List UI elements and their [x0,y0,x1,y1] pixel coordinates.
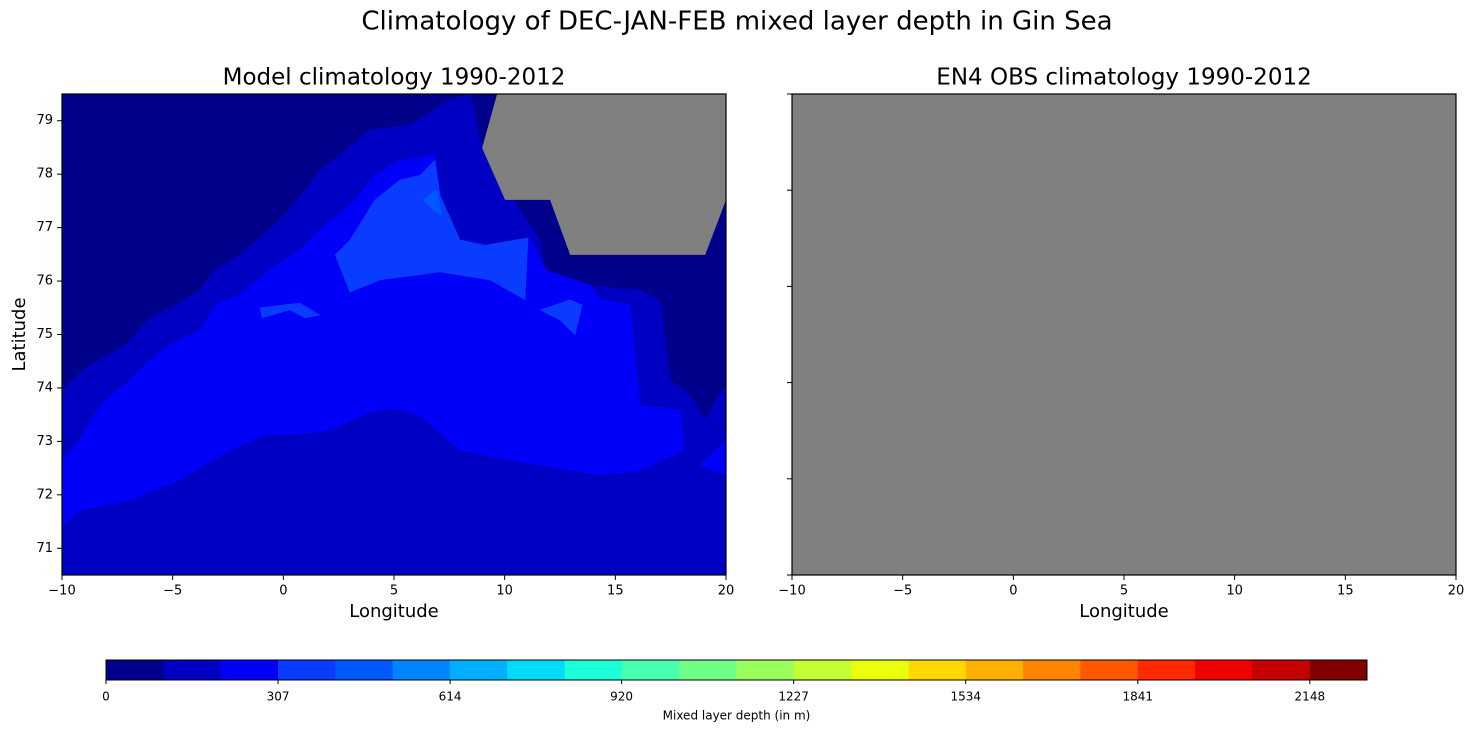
land-mask [792,94,1456,575]
x-tick-label: 15 [1337,584,1354,599]
colorbar-band [392,660,451,680]
colorbar-band [220,660,279,680]
colorbar-band [1309,660,1368,680]
colorbar-band [679,660,737,680]
plot-area [62,94,726,575]
contour-region [422,189,443,216]
x-axis-label: Longitude [349,601,439,622]
colorbar-band [507,660,566,680]
contour-region [334,159,529,301]
x-tick-label: 10 [1226,584,1243,599]
colorbar-band [1080,660,1139,680]
colorbar-tick-label: 0 [102,690,110,704]
colorbar-band [736,660,795,680]
x-tick-label: 5 [1120,584,1128,599]
x-tick-label: −10 [48,584,75,599]
y-tick-label: 71 [36,541,53,556]
x-tick-label: 10 [496,584,513,599]
colorbar-tick-label: 1841 [1123,690,1154,704]
contour-region [699,439,726,476]
colorbar-band [621,660,680,680]
colorbar-tick-label: 307 [267,690,290,704]
y-tick-label: 79 [36,113,53,128]
colorbar-band [277,660,336,680]
y-tick-label: 76 [36,274,53,289]
colorbar-band [1252,660,1311,680]
land-mask [482,94,726,255]
y-tick-label: 77 [36,220,53,235]
colorbar-band [965,660,1024,680]
colorbar-tick-label: 1227 [778,690,809,704]
plot-area [792,94,1456,575]
panel-title: Model climatology 1990-2012 [223,65,566,91]
colorbar-tick-label: 614 [439,690,462,704]
x-tick-label: 0 [1009,584,1017,599]
x-tick-label: 20 [718,584,735,599]
colorbar-band [449,660,508,680]
x-tick-label: 15 [607,584,624,599]
colorbar-band [1023,660,1081,680]
x-tick-label: 0 [279,584,287,599]
x-tick-label: −5 [163,584,182,599]
colorbar-band [564,660,623,680]
y-tick-label: 74 [36,380,53,395]
x-tick-label: −10 [778,584,805,599]
y-tick-label: 72 [36,487,53,502]
figure-title: Climatology of DEC-JAN-FEB mixed layer d… [361,7,1112,37]
colorbar-tick-label: 920 [610,690,633,704]
colorbar-label: Mixed layer depth (in m) [663,709,811,723]
colorbar-band [163,660,222,680]
x-tick-label: 5 [390,584,398,599]
colorbar-tick-label: 1534 [950,690,981,704]
colorbar-band [851,660,909,680]
y-tick-label: 73 [36,434,53,449]
colorbar-band [335,660,394,680]
y-tick-label: 75 [36,327,53,342]
colorbar-band [793,660,852,680]
contour-region [539,299,583,336]
colorbar-tick-label: 2148 [1295,690,1326,704]
colorbar-band [1195,660,1253,680]
x-tick-label: −5 [893,584,912,599]
colorbar-band [908,660,967,680]
panel-title: EN4 OBS climatology 1990-2012 [936,65,1311,91]
contour-region [259,302,321,319]
colorbar-band [106,660,164,680]
colorbar-frame [105,659,1368,681]
colorbar-band [1137,660,1196,680]
x-axis-label: Longitude [1079,601,1169,622]
y-tick-label: 78 [36,167,53,182]
contour-region [62,154,686,526]
x-tick-label: 20 [1448,584,1465,599]
y-axis-label: Latitude [9,297,30,371]
